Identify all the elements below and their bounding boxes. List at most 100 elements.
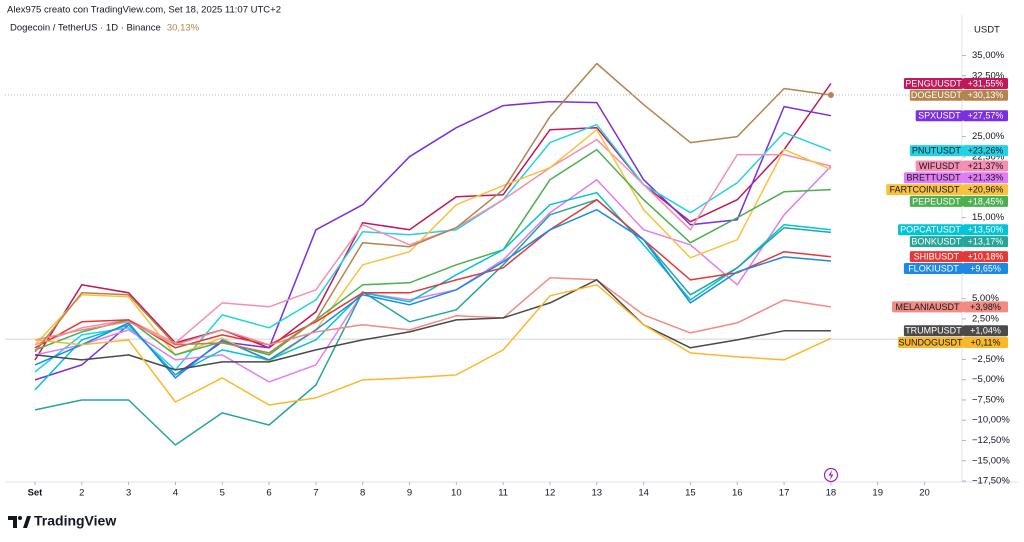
x-tick-label: 9 (407, 488, 412, 499)
tag-value-box (963, 195, 1008, 207)
value-label: +13,50% (968, 225, 1004, 235)
legend-label: PNUTUSDT (912, 146, 962, 156)
legend-label: FLOKIUSDT (908, 263, 959, 273)
y-tick-label: 22,50% (972, 151, 1005, 162)
y-tick-label: −17,50% (972, 476, 1010, 487)
series-tag: FARTCOINUSDT +20,96% (886, 184, 1008, 196)
x-tick-label: Set (28, 488, 44, 499)
tag-name-box (909, 195, 963, 207)
legend-label: SUNDOGUSDT (898, 337, 963, 347)
tag-value-box (963, 262, 1008, 274)
legend-label: BONKUSDT (911, 236, 962, 246)
x-tick-label: 15 (685, 488, 696, 499)
series-line (34, 62, 832, 354)
tag-name-box (903, 325, 963, 337)
title-value: 30,13% (167, 23, 200, 34)
series-tag: SHIBUSDT +10,18% (909, 251, 1008, 263)
y-tick-label: −15,00% (972, 455, 1010, 466)
series-tag: FLOKIUSDT +9,65% (903, 262, 1008, 274)
y-tick-label: −5,00% (972, 374, 1005, 385)
y-tick-label: −10,00% (972, 415, 1010, 426)
x-tick-label: 7 (313, 488, 318, 499)
tag-value-box (963, 184, 1008, 196)
value-label: +30,13% (968, 90, 1004, 100)
series-line (34, 123, 832, 373)
tag-name-box (898, 337, 963, 349)
tag-name-box (909, 145, 963, 157)
y-tick-label: 2,50% (972, 313, 999, 324)
x-tick-label: 5 (220, 488, 225, 499)
value-label: +9,65% (970, 263, 1001, 273)
tag-name-box (915, 110, 963, 122)
tag-value-box (963, 110, 1008, 122)
x-tick-label: 20 (919, 488, 930, 499)
value-label: +10,18% (968, 252, 1004, 262)
value-label: +3,98% (970, 302, 1001, 312)
tag-value-box (963, 325, 1008, 337)
legend-label: PENGUUSDT (905, 78, 962, 88)
legend-label: WIFUSDT (919, 161, 960, 171)
series-tag: BRETTUSDT +21,33% (903, 172, 1008, 184)
series-line (34, 198, 831, 349)
legend-label: MELANIAUSDT (896, 302, 961, 312)
y-tick-label: 25,00% (972, 131, 1005, 142)
value-label: +21,33% (968, 173, 1004, 183)
series-line (34, 198, 831, 446)
value-label: +23,26% (968, 146, 1004, 156)
value-label: +20,96% (968, 184, 1004, 194)
series-tag: PENGUUSDT +31,55% (903, 77, 1008, 89)
y-tick-label: 5,00% (972, 293, 999, 304)
series-line (34, 208, 831, 379)
series-line (34, 138, 832, 346)
last-value-dot (827, 91, 834, 98)
x-tick-label: 8 (360, 488, 365, 499)
tag-name-box (909, 251, 963, 263)
series-tag: TRUMPUSDT +1,04% (903, 325, 1008, 337)
y-tick-label: 35,00% (972, 50, 1005, 61)
value-label: +18,45% (968, 196, 1004, 206)
tag-value-box (963, 224, 1008, 236)
legend-label: BRETTUSDT (906, 173, 961, 183)
tag-name-box (909, 89, 963, 101)
series-tag: SPXUSDT +27,57% (915, 110, 1008, 122)
legend-label: SHIBUSDT (914, 252, 960, 262)
series-line (34, 191, 831, 391)
tag-name-box (909, 236, 963, 248)
x-tick-label: 13 (592, 488, 603, 499)
legend-label: FARTCOINUSDT (890, 184, 960, 194)
brand: TradingView (34, 513, 116, 529)
tag-value-box (963, 236, 1008, 248)
x-tick-label: 11 (498, 488, 508, 499)
tag-value-box (963, 301, 1008, 313)
x-tick-label: 4 (173, 488, 178, 499)
x-tick-label: 18 (826, 488, 837, 499)
series-line (34, 279, 831, 371)
chart-title: Dogecoin / TetherUS · 1D · Binance (10, 23, 161, 34)
value-label: +1,04% (970, 326, 1001, 336)
alert-icon[interactable] (823, 467, 839, 483)
series-line (34, 165, 832, 383)
y-tick-label: −2,50% (972, 354, 1005, 365)
y-tick-label: 15,00% (972, 212, 1005, 223)
tag-value-box (963, 337, 1008, 349)
tag-name-box (903, 172, 963, 184)
series-tag: BONKUSDT +13,17% (909, 236, 1008, 248)
tag-value-box (963, 160, 1008, 172)
tag-name-box (898, 224, 963, 236)
x-tick-label: 17 (779, 488, 790, 499)
tag-value-box (963, 77, 1008, 89)
x-tick-label: 14 (638, 488, 649, 499)
series-line (34, 128, 832, 363)
x-tick-label: 16 (732, 488, 743, 499)
y-tick-label: 32,50% (972, 70, 1005, 81)
y-axis-label: USDT (974, 25, 1000, 36)
legend-label: TRUMPUSDT (905, 326, 962, 336)
series-tag: PEPEUSDT +18,45% (909, 195, 1008, 207)
tag-value-box (963, 145, 1008, 157)
tag-name-box (903, 77, 963, 89)
value-label: +21,37% (968, 161, 1004, 171)
x-tick-label: 12 (545, 488, 556, 499)
series-tag: SUNDOGUSDT +0,11% (898, 337, 1008, 349)
legend-label: SPXUSDT (918, 111, 961, 121)
